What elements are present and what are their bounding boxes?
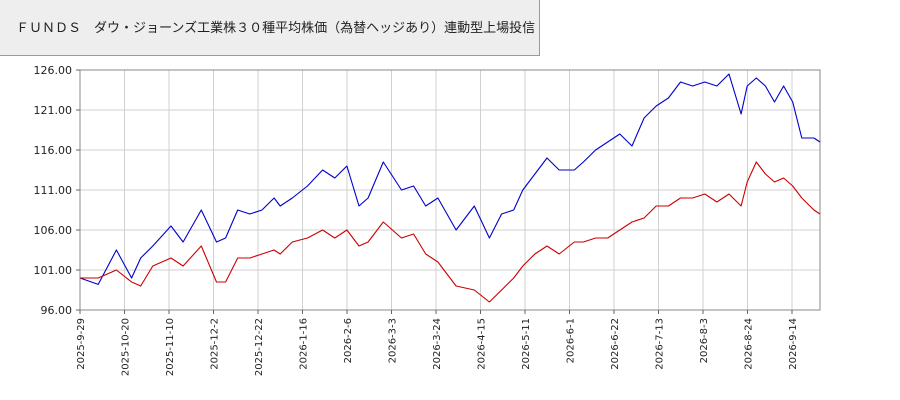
x-tick-label: 2025-12-22: [254, 318, 265, 376]
x-tick-label: 2026-4-15: [477, 318, 488, 370]
y-tick-label: 121.00: [34, 104, 73, 117]
x-tick-label: 2026-3-3: [388, 318, 399, 363]
series-line-2: [80, 161, 821, 303]
x-tick-label: 2026-6-1: [566, 318, 577, 363]
chart-title: ＦＵＮＤＳ ダウ・ジョーンズ工業株３０種平均株価（為替ヘッジあり）連動型上場投信: [16, 21, 536, 36]
x-tick-label: 2026-8-24: [744, 318, 755, 370]
x-tick-label: 2025-12-2: [210, 318, 221, 370]
x-tick-label: 2026-6-22: [610, 318, 621, 370]
y-tick-label: 106.00: [34, 224, 73, 237]
y-tick-label: 126.00: [34, 64, 73, 77]
x-tick-label: 2026-2-6: [343, 318, 354, 363]
x-tick-label: 2025-9-29: [76, 318, 87, 370]
x-tick-label: 2026-7-13: [655, 318, 666, 370]
y-axis: 96.00 101.00 106.00 111.00 116.00 121.00 126.0…: [34, 64, 80, 317]
x-tick-label: 2026-9-14: [788, 318, 799, 370]
series-line-1: [79, 73, 821, 285]
y-tick-label: 96.00: [41, 304, 73, 317]
series-group: [79, 73, 821, 303]
x-tick-label: 2026-3-24: [432, 318, 443, 370]
x-tick-label: 2026-8-3: [699, 318, 710, 363]
x-tick-label: 2026-5-11: [521, 318, 532, 370]
x-axis: 2025-9-29 2025-10-20 2025-11-10 2025-12-2 20…: [76, 310, 799, 376]
y-tick-label: 116.00: [34, 144, 73, 157]
x-tick-label: 2026-1-16: [299, 318, 310, 370]
grid-lines: [79, 69, 820, 311]
x-tick-label: 2025-10-20: [121, 318, 132, 376]
y-tick-label: 111.00: [34, 184, 73, 197]
x-tick-label: 2025-11-10: [165, 318, 176, 376]
y-tick-label: 101.00: [34, 264, 73, 277]
chart-title-box: ＦＵＮＤＳ ダウ・ジョーンズ工業株３０種平均株価（為替ヘッジあり）連動型上場投信: [0, 0, 540, 56]
